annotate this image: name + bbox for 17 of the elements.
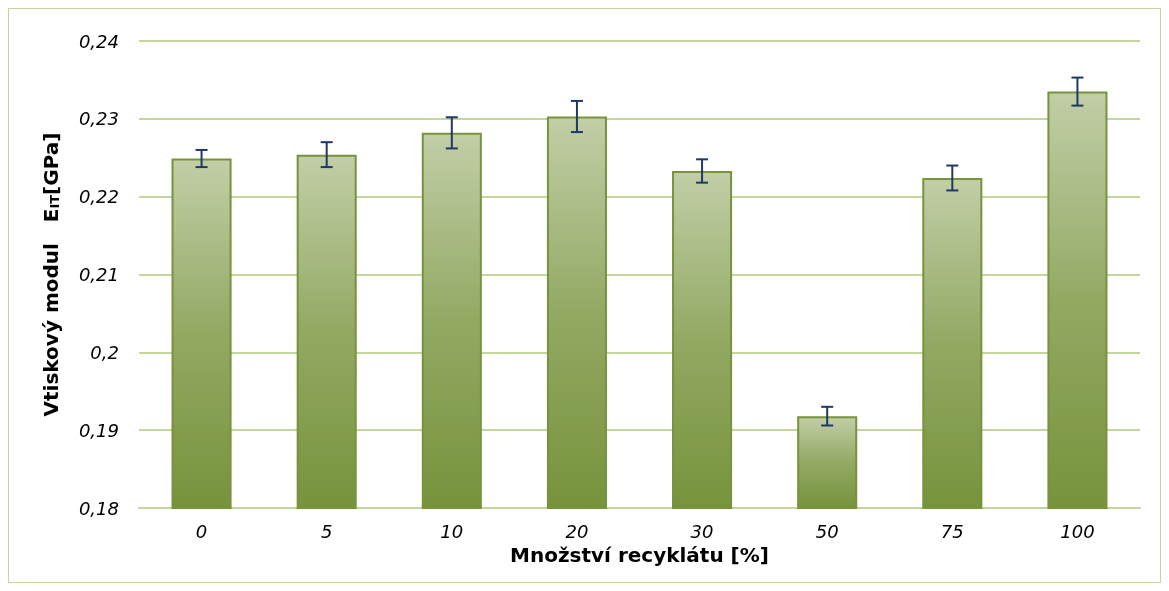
- x-tick-label: 50: [815, 520, 839, 542]
- y-tick-label: 0,22: [78, 186, 119, 208]
- x-tick-label: 75: [940, 520, 964, 542]
- x-tick-label: 0: [195, 520, 208, 542]
- y-tick-label: 0,18: [78, 497, 119, 519]
- x-tick-label: 100: [1060, 520, 1095, 542]
- y-tick-label: 0,24: [78, 30, 119, 52]
- y-tick-label: 0,23: [78, 108, 119, 130]
- y-axis-title: Vtiskový modul EIT[GPa]: [38, 132, 63, 417]
- y-tick-label: 0,19: [78, 419, 119, 441]
- x-tick-label: 10: [440, 520, 464, 542]
- x-tick-label: 5: [320, 520, 333, 542]
- x-axis-title: Množství recyklátu [%]: [510, 542, 769, 567]
- x-tick-label: 30: [690, 520, 714, 542]
- y-tick-label: 0,2: [90, 341, 119, 363]
- y-tick-label: 0,21: [78, 264, 119, 285]
- x-tick-label: 20: [565, 520, 589, 542]
